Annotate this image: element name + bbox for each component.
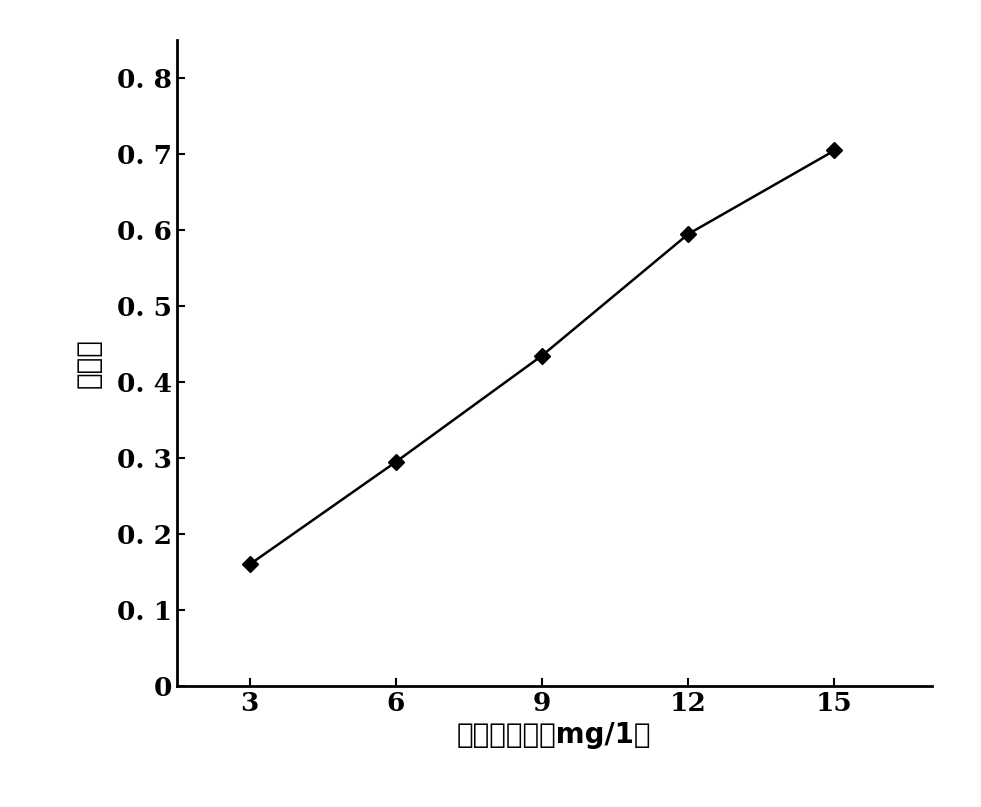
X-axis label: 标准液浓度（mg/1）: 标准液浓度（mg/1） xyxy=(457,721,651,750)
Y-axis label: 吸光度: 吸光度 xyxy=(75,338,103,388)
